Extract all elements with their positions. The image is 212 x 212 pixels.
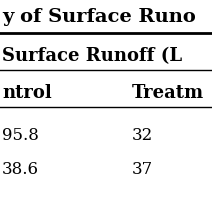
Text: 95.8: 95.8	[2, 127, 39, 144]
Text: 37: 37	[131, 161, 153, 178]
Text: 38.6: 38.6	[2, 161, 39, 178]
Text: Surface Runoff (L: Surface Runoff (L	[2, 47, 182, 65]
Text: 32: 32	[131, 127, 153, 144]
Text: Treatm: Treatm	[131, 84, 204, 102]
Text: ntrol: ntrol	[2, 84, 52, 102]
Text: y of Surface Runo: y of Surface Runo	[2, 8, 196, 26]
